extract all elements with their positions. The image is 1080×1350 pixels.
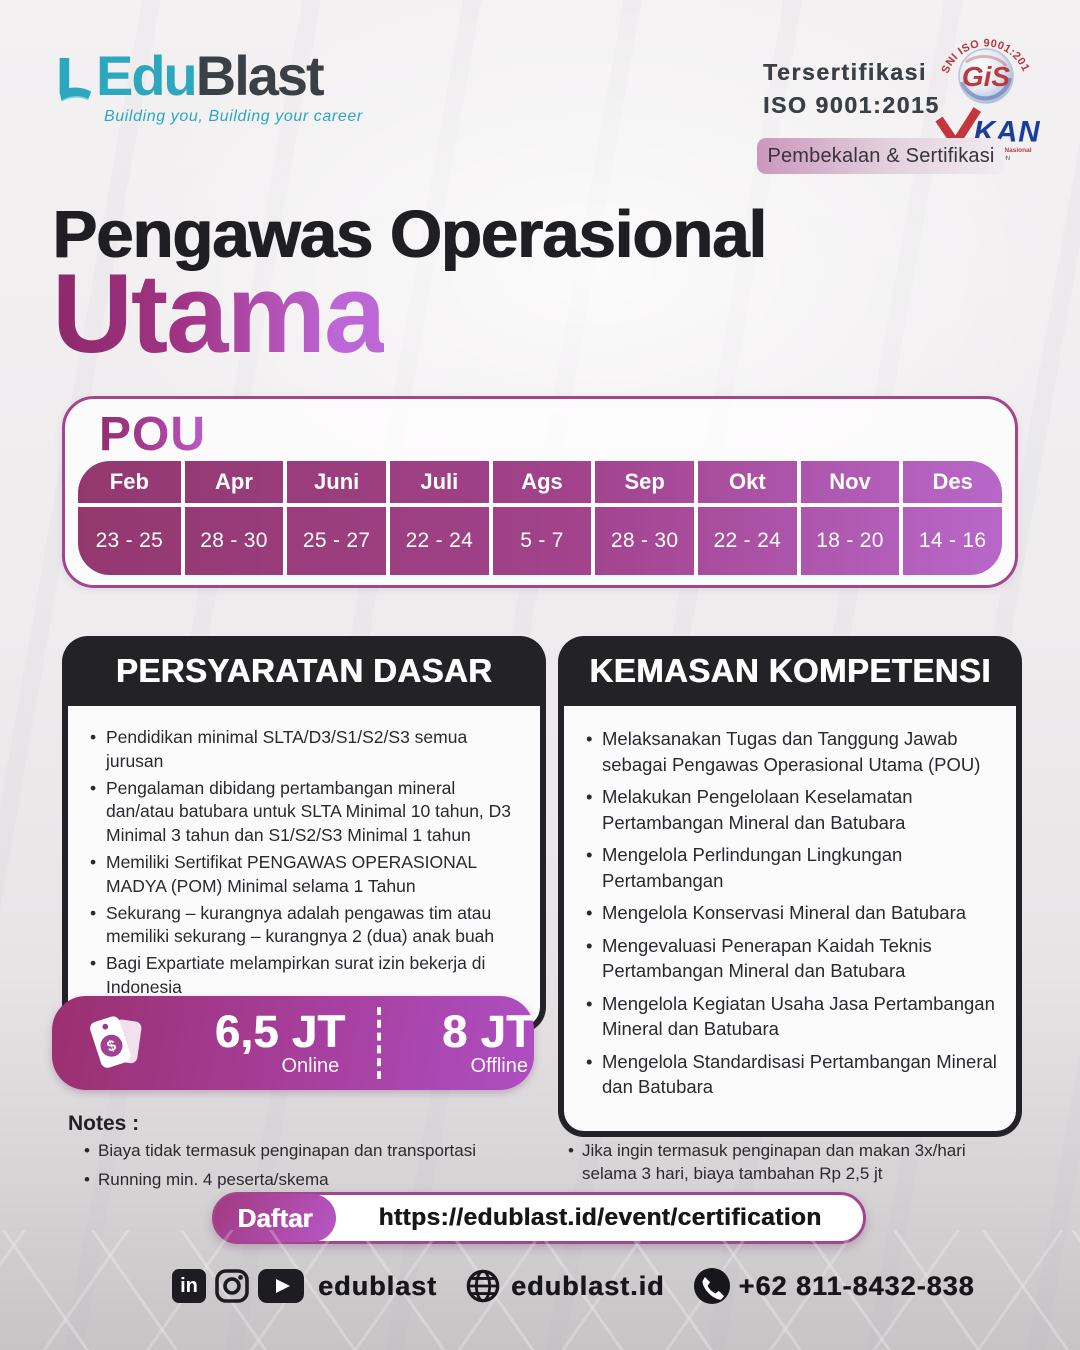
note-item: Biaya tidak termasuk penginapan dan tran…	[78, 1140, 553, 1163]
schedule-card: POU Feb 23 - 25 Apr 28 - 30 Juni 25 - 27…	[62, 396, 1018, 588]
requirement-item: Memiliki Sertifikat PENGAWAS OPERASIONAL…	[82, 851, 526, 899]
schedule-column: Juni 25 - 27	[283, 461, 386, 575]
certified-label: Tersertifikasi	[763, 59, 927, 85]
dates-cell: 14 - 16	[918, 529, 987, 552]
dates-cell: 22 - 24	[713, 529, 782, 552]
competency-item: Mengevaluasi Penerapan Kaidah Teknis Per…	[578, 933, 1002, 984]
price-online-label: Online	[281, 1055, 340, 1078]
book-icon	[59, 58, 92, 102]
page-title-line1: Pengawas Operasional	[52, 197, 767, 272]
requirement-item: Bagi Expartiate melampirkan surat izin b…	[82, 952, 526, 1000]
registration-url[interactable]: https://edublast.id/event/certification	[378, 1204, 822, 1231]
requirements-card: PERSYARATAN DASAR Pendidikan minimal SLT…	[62, 636, 546, 1033]
competencies-title: KEMASAN KOMPETENSI	[558, 636, 1022, 706]
price-online-value: 6,5 JT	[214, 1005, 346, 1057]
schedule-column: Des 14 - 16	[899, 461, 1002, 575]
dates-cell: 28 - 30	[200, 529, 268, 552]
schedule-label: POU	[99, 408, 207, 461]
dates-cell: 18 - 20	[816, 529, 884, 552]
linkedin-icon[interactable]: in	[172, 1269, 206, 1303]
dates-cell: 5 - 7	[520, 529, 564, 552]
note-item: Running min. 4 peserta/skema	[78, 1169, 553, 1192]
logo-tagline: Building you, Building your career	[104, 108, 363, 125]
schedule-column: Ags 5 - 7	[488, 461, 592, 575]
price-offline: 8 JT Offline	[419, 1008, 534, 1078]
price-offline-value: 8 JT	[441, 1005, 534, 1057]
requirement-item: Pendidikan minimal SLTA/D3/S1/S2/S3 semu…	[82, 726, 526, 774]
price-online: 6,5 JT Online	[183, 1008, 345, 1078]
competencies-card: KEMASAN KOMPETENSI Melaksanakan Tugas da…	[558, 636, 1022, 1137]
edublast-logo: Edu Blast Building you, Building your car…	[52, 48, 363, 126]
svg-text:GiS: GiS	[962, 61, 1011, 92]
requirement-item: Pengalaman dibidang pertambangan mineral…	[82, 777, 526, 848]
notes-left-column: Biaya tidak termasuk penginapan dan tran…	[78, 1140, 553, 1197]
page-title-line2: Utama	[52, 251, 386, 376]
requirement-item: Sekurang – kurangnya adalah pengawas tim…	[82, 902, 526, 950]
whatsapp-icon	[693, 1267, 730, 1305]
dates-cell: 28 - 30	[610, 529, 679, 552]
social-handle[interactable]: edublast	[318, 1270, 438, 1301]
competency-item: Melaksanakan Tugas dan Tanggung Jawab se…	[578, 726, 1002, 777]
month-header: Apr	[184, 461, 284, 507]
month-header: Des	[903, 461, 1002, 507]
gis-logo: SNI ISO 9001:2015 GiS	[934, 24, 1031, 104]
footer: in edublast edublast.id +62 811-8432-838	[172, 1266, 975, 1306]
phone-number[interactable]: +62 811-8432-838	[738, 1270, 975, 1301]
notes-title: Notes :	[68, 1112, 140, 1135]
website-link[interactable]: edublast.id	[511, 1270, 665, 1301]
requirements-body: Pendidikan minimal SLTA/D3/S1/S2/S3 semu…	[62, 706, 546, 1033]
schedule-column: Nov 18 - 20	[796, 461, 900, 575]
registration-cta[interactable]: Daftar https://edublast.id/event/certifi…	[212, 1192, 866, 1244]
daftar-button[interactable]: Daftar	[214, 1194, 336, 1242]
competency-item: Mengelola Perlindungan Lingkungan Pertam…	[578, 842, 1002, 893]
instagram-icon[interactable]	[214, 1268, 250, 1304]
schedule-column: Okt 22 - 24	[693, 461, 797, 575]
schedule-column: Apr 28 - 30	[180, 461, 284, 575]
competencies-body: Melaksanakan Tugas dan Tanggung Jawab se…	[558, 706, 1022, 1137]
month-header: Juni	[287, 461, 386, 507]
youtube-icon[interactable]	[258, 1269, 304, 1303]
schedule-column: Feb 23 - 25	[78, 461, 181, 575]
competency-item: Melakukan Pengelolaan Keselamatan Pertam…	[578, 784, 1002, 835]
dates-cell: 25 - 27	[302, 529, 371, 552]
competency-item: Mengelola Standardisasi Pertambangan Min…	[578, 1049, 1002, 1100]
month-header: Sep	[595, 461, 694, 507]
competency-item: Mengelola Konservasi Mineral dan Batubar…	[578, 900, 1002, 926]
month-header: Ags	[492, 461, 592, 507]
month-header: Feb	[78, 461, 181, 507]
dates-cell: 23 - 25	[95, 529, 164, 552]
month-header: Okt	[697, 461, 797, 507]
schedule-column: Sep 28 - 30	[591, 461, 694, 575]
requirements-title: PERSYARATAN DASAR	[62, 636, 546, 706]
dates-cell: 22 - 24	[405, 529, 474, 552]
globe-icon	[466, 1269, 500, 1303]
logo-text-blast: Blast	[195, 44, 325, 107]
price-tag-icon: $	[90, 1016, 142, 1068]
price-bar: $ 6,5 JT Online 8 JT Offline	[52, 996, 534, 1090]
category-badge: Pembekalan & Sertifikasi	[757, 138, 1005, 174]
month-header: Nov	[800, 461, 900, 507]
notes-right-column: Jika ingin termasuk penginapan dan makan…	[562, 1140, 1002, 1191]
note-item: Jika ingin termasuk penginapan dan makan…	[562, 1140, 1002, 1185]
price-offline-label: Offline	[470, 1055, 528, 1078]
schedule-table: Feb 23 - 25 Apr 28 - 30 Juni 25 - 27 Jul…	[78, 461, 1002, 575]
schedule-column: Juli 22 - 24	[385, 461, 489, 575]
logo-text-edu: Edu	[96, 44, 198, 107]
competency-item: Mengelola Kegiatan Usaha Jasa Pertambang…	[578, 991, 1002, 1042]
price-divider	[377, 1007, 382, 1079]
certification-text: Tersertifikasi ISO 9001:2015	[763, 56, 940, 123]
month-header: Juli	[389, 461, 489, 507]
iso-label: ISO 9001:2015	[763, 92, 940, 119]
